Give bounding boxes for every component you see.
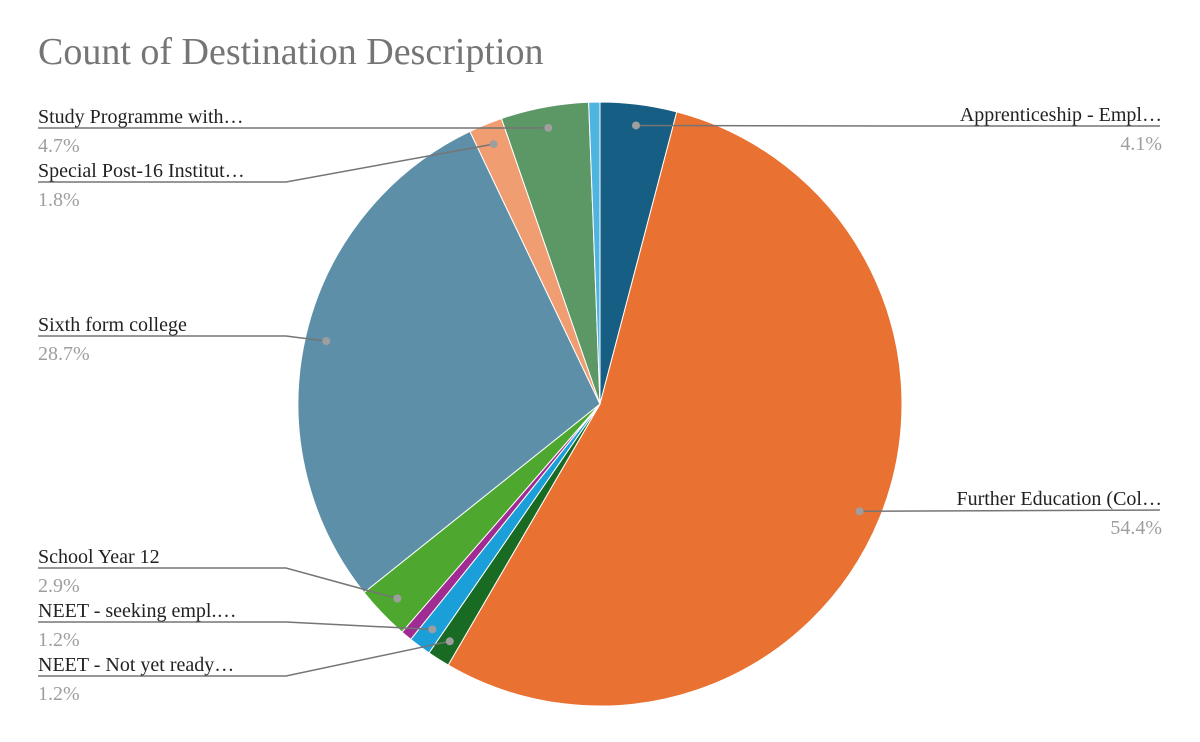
slice-label-neet-not-yet-ready: NEET - Not yet ready… xyxy=(38,654,234,676)
leader-line-school-year-12 xyxy=(38,567,398,600)
leader-line-further-education-col xyxy=(859,509,1161,513)
leader-dot-study-programme-with xyxy=(544,123,553,132)
leader-dot-neet-seeking-empl xyxy=(428,625,437,634)
slice-label-special-post-16-institut: Special Post-16 Institut… xyxy=(38,160,245,182)
slice-percent-sixth-form-college: 28.7% xyxy=(38,343,90,365)
slice-label-study-programme-with: Study Programme with… xyxy=(38,106,244,128)
pie-slice-9[interactable] xyxy=(588,101,601,405)
slice-label-neet-seeking-empl: NEET - seeking empl.… xyxy=(38,600,236,622)
slice-percent-school-year-12: 2.9% xyxy=(38,575,80,597)
pie-slice-1[interactable] xyxy=(447,111,903,707)
slice-percent-neet-not-yet-ready: 1.2% xyxy=(38,683,80,705)
slice-percent-study-programme-with: 4.7% xyxy=(38,135,80,157)
pie-slices xyxy=(297,101,903,707)
leader-dot-neet-not-yet-ready xyxy=(445,637,454,646)
leader-line-special-post-16-institut xyxy=(38,143,494,183)
leader-lines xyxy=(38,121,1161,677)
leader-dot-apprenticeship-empl xyxy=(632,121,641,130)
slice-label-school-year-12: School Year 12 xyxy=(38,546,160,568)
chart-title: Count of Destination Description xyxy=(38,31,544,73)
leader-dot-school-year-12 xyxy=(393,594,402,603)
leader-line-apprenticeship-empl xyxy=(636,124,1160,127)
slice-labels: Apprenticeship - Empl… 4.1% Further Educat… xyxy=(38,104,1162,705)
slice-label-sixth-form-college: Sixth form college xyxy=(38,314,187,336)
leader-line-neet-seeking-empl xyxy=(38,621,433,631)
slice-percent-neet-seeking-empl: 1.2% xyxy=(38,629,80,651)
slice-percent-apprenticeship-empl: 4.1% xyxy=(1120,133,1162,155)
slice-label-further-education-col: Further Education (Col… xyxy=(956,488,1162,510)
leader-dot-further-education-col xyxy=(855,507,864,516)
slice-percent-special-post-16-institut: 1.8% xyxy=(38,189,80,211)
leader-dot-special-post-16-institut xyxy=(489,140,498,149)
leader-line-sixth-form-college xyxy=(38,335,327,342)
slice-label-apprenticeship-empl: Apprenticeship - Empl… xyxy=(960,104,1162,126)
leader-dot-sixth-form-college xyxy=(322,337,331,346)
slice-percent-further-education-col: 54.4% xyxy=(1110,517,1162,539)
leader-line-neet-not-yet-ready xyxy=(38,640,450,677)
